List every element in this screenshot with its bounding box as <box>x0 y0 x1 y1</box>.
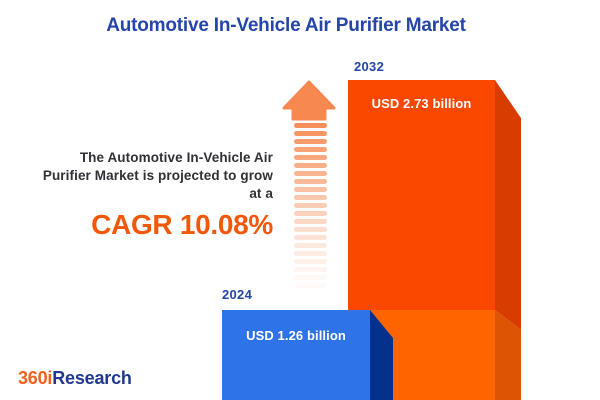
annotation-line: The Automotive In-Vehicle Air <box>79 150 273 165</box>
growth-arrow-icon <box>282 80 336 288</box>
logo-prefix: 360i <box>18 368 53 388</box>
bar-value-2024: USD 1.26 billion <box>246 328 346 343</box>
annotation-line: at a <box>249 186 273 201</box>
arrow-stripes <box>294 123 327 288</box>
page-title: Automotive In-Vehicle Air Purifier Marke… <box>106 15 466 36</box>
bar-2024-face <box>222 310 370 400</box>
bar-2032 <box>348 80 521 400</box>
bar-value-2032: USD 2.73 billion <box>371 96 472 111</box>
bar-2032-upper-face <box>348 80 495 310</box>
bar-2032-lower-side <box>495 310 521 400</box>
logo-suffix: Research <box>52 368 132 388</box>
cagr-value: CAGR 10.08% <box>91 209 273 240</box>
growth-annotation: The Automotive In-Vehicle Air Purifier M… <box>0 149 273 241</box>
growth-arrow-head <box>282 80 336 121</box>
logo-360iresearch: 360iResearch <box>18 368 132 389</box>
bar-2032-upper-side <box>495 80 521 330</box>
annotation-line: Purifier Market is projected to grow <box>42 168 273 183</box>
bar-2024-side <box>370 310 393 400</box>
bar-2024 <box>222 310 393 400</box>
year-label-2024: 2024 <box>222 287 253 302</box>
year-label-2032: 2032 <box>354 59 385 74</box>
